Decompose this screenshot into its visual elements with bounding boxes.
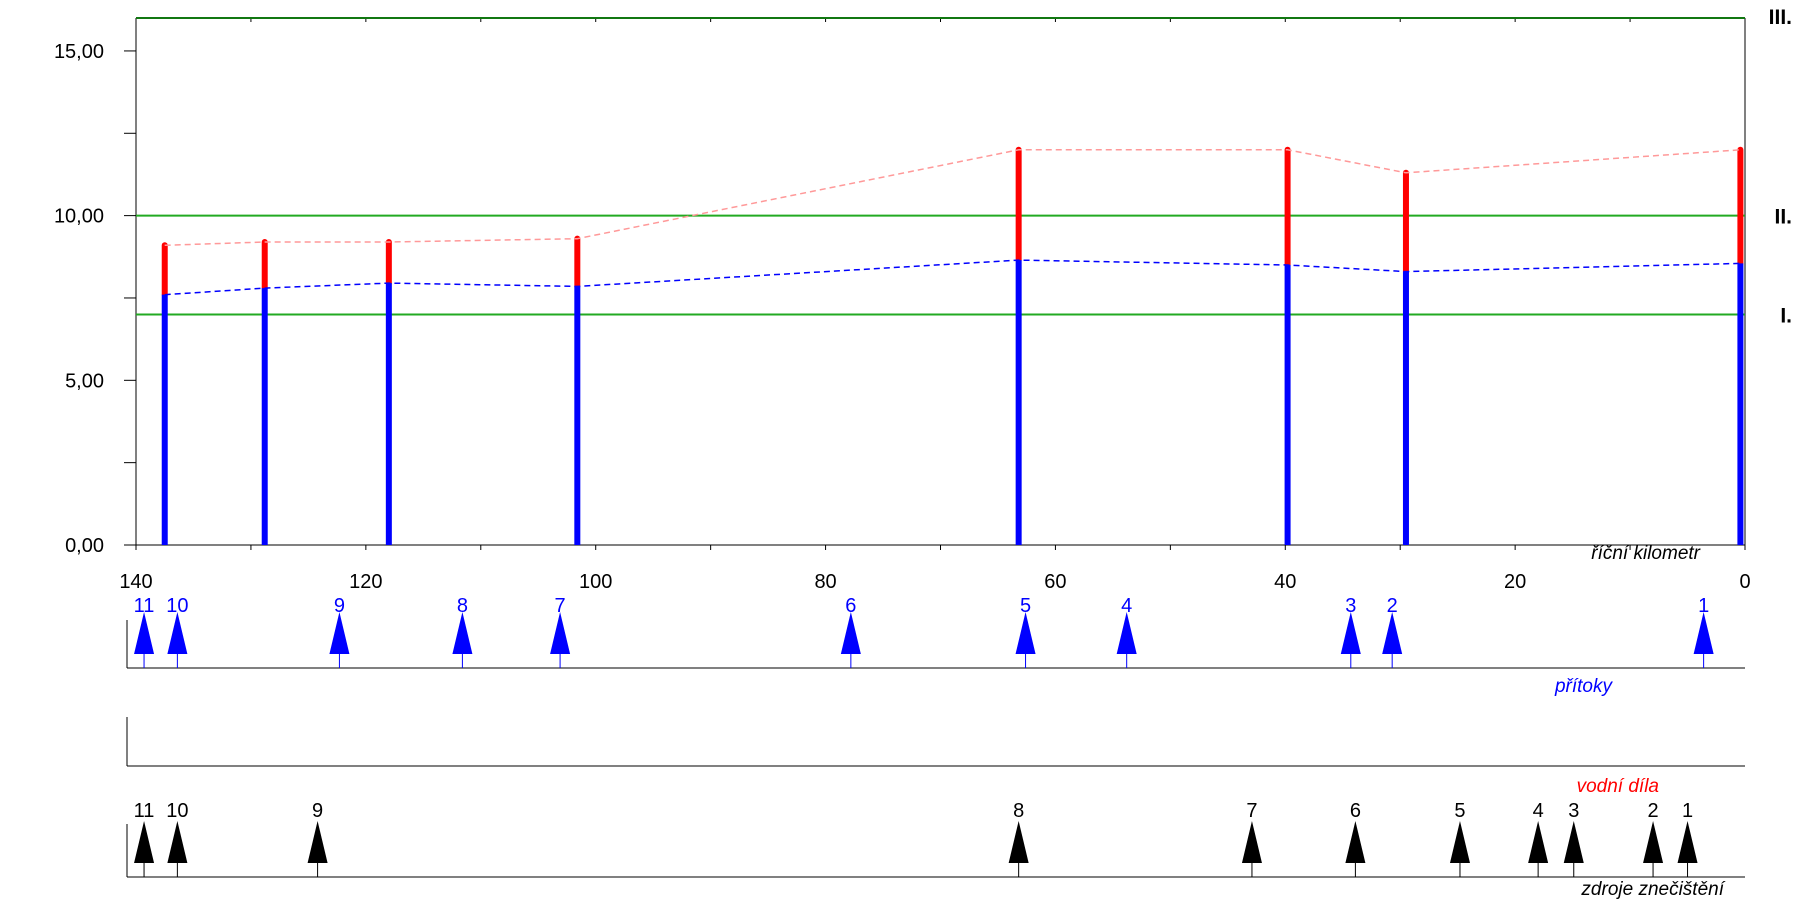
tributary-marker-number: 3 <box>1345 595 1356 617</box>
tributary-marker-number: 8 <box>457 595 468 617</box>
pollution-source-marker-number: 2 <box>1647 800 1658 822</box>
x-tick-label: 40 <box>1274 571 1296 593</box>
class-limit-label: II. <box>1774 206 1792 229</box>
x-tick-label: 100 <box>579 571 612 593</box>
water-works-panel <box>126 717 1745 767</box>
x-tick-label: 140 <box>119 571 152 593</box>
y-tick-label: 10,00 <box>54 206 104 228</box>
pollution-source-marker-triangle <box>1008 821 1029 863</box>
tributary-marker-triangle <box>550 612 571 654</box>
water-works-label: vodní díla <box>1577 776 1659 797</box>
pollution-source-marker-triangle <box>1241 821 1262 863</box>
pollution-source-marker-triangle <box>1345 821 1366 863</box>
measurement-bars <box>161 146 1744 545</box>
pollution-source-marker-triangle <box>134 821 155 863</box>
tributary-marker-triangle <box>167 612 188 654</box>
tributaries-panel: 1 2 3 4 5 6 7 8 9 10 11 <box>126 595 1745 669</box>
tributary-marker-number: 7 <box>555 595 566 617</box>
tributary-marker-triangle <box>1116 612 1137 654</box>
profile-dashed-lines <box>164 149 1741 296</box>
tributary-marker-number: 10 <box>166 595 188 617</box>
tributary-marker-number: 5 <box>1020 595 1031 617</box>
tributary-marker-number: 4 <box>1121 595 1132 617</box>
tributary-marker-triangle <box>1382 612 1403 654</box>
pollution-source-marker-number: 4 <box>1533 800 1544 822</box>
tributary-marker-triangle <box>452 612 473 654</box>
x-axis-title: říční kilometr <box>1591 543 1700 564</box>
pollution-source-marker-number: 8 <box>1013 800 1024 822</box>
pollution-source-marker-number: 1 <box>1682 800 1693 822</box>
pollution-source-marker-triangle <box>1563 821 1584 863</box>
x-tick-label: 0 <box>1739 571 1750 593</box>
pollution-source-marker-number: 7 <box>1246 800 1257 822</box>
mean-profile-line <box>164 259 1741 296</box>
pollution-source-marker-triangle <box>1677 821 1698 863</box>
y-tick-label: 15,00 <box>54 41 104 63</box>
y-axis: 0,00 5,00 10,00 15,00 <box>54 41 136 557</box>
tributary-marker-triangle <box>840 612 861 654</box>
x-axis: 140 120 100 80 60 40 20 0 <box>119 18 1751 593</box>
tributary-marker-triangle <box>1340 612 1361 654</box>
pollution-sources-panel: 1 2 3 4 5 6 7 8 9 10 11 <box>126 800 1745 878</box>
x-tick-label: 20 <box>1504 571 1526 593</box>
x-tick-label: 60 <box>1044 571 1066 593</box>
y-tick-label: 0,00 <box>65 535 104 557</box>
tributary-marker-triangle <box>1015 612 1036 654</box>
class-limit-lines: I. II. III. <box>136 6 1792 327</box>
x-tick-label: 80 <box>814 571 836 593</box>
tributary-marker-triangle <box>134 612 155 654</box>
pollution-source-marker-triangle <box>1643 821 1664 863</box>
y-tick-label: 5,00 <box>65 370 104 392</box>
pollution-source-marker-number: 6 <box>1350 800 1361 822</box>
tributary-marker-triangle <box>329 612 350 654</box>
tributaries-label: přítoky <box>1554 676 1614 697</box>
tributary-marker-number: 1 <box>1698 595 1709 617</box>
plot-frame <box>135 18 1746 546</box>
tributary-marker-number: 11 <box>134 595 155 617</box>
tributary-marker-number: 6 <box>845 595 856 617</box>
pollution-source-marker-triangle <box>167 821 188 863</box>
pollution-source-marker-number: 9 <box>312 800 323 822</box>
tributary-marker-number: 9 <box>334 595 345 617</box>
pollution-source-marker-number: 5 <box>1454 800 1465 822</box>
max-profile-line <box>164 149 1741 247</box>
x-tick-label: 120 <box>349 571 382 593</box>
pollution-sources-label: zdroje znečištění <box>1580 879 1725 900</box>
pollution-source-marker-triangle <box>307 821 328 863</box>
pollution-source-marker-number: 10 <box>166 800 188 822</box>
pollution-source-marker-number: 11 <box>134 800 155 822</box>
tributary-marker-triangle <box>1693 612 1714 654</box>
class-limit-label: III. <box>1769 6 1792 29</box>
pollution-source-marker-number: 3 <box>1568 800 1579 822</box>
pollution-source-marker-triangle <box>1528 821 1549 863</box>
pollution-source-marker-triangle <box>1449 821 1470 863</box>
tributary-marker-number: 2 <box>1387 595 1398 617</box>
class-limit-label: I. <box>1780 304 1792 327</box>
